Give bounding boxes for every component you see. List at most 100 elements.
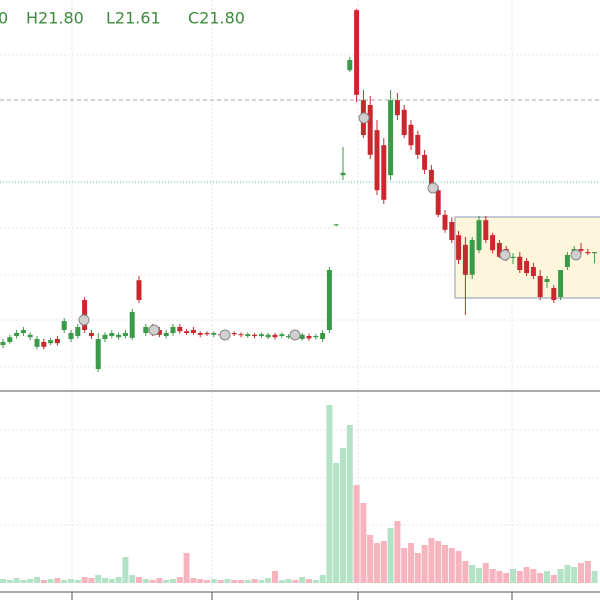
volume-bar: [238, 580, 244, 583]
candle-body: [299, 334, 305, 339]
event-marker[interactable]: [427, 182, 439, 194]
volume-bar: [149, 580, 156, 583]
volume-bar: [428, 538, 435, 583]
volume-bar: [20, 580, 27, 583]
candle-body: [367, 105, 373, 155]
volume-bar: [401, 548, 408, 583]
candle-body: [109, 333, 115, 336]
volume-bar: [258, 580, 265, 583]
candle-body: [408, 124, 414, 146]
candle-body: [333, 224, 339, 226]
candle-body: [592, 252, 598, 254]
volume-bar: [306, 579, 312, 583]
candle-body: [490, 235, 496, 251]
volume-bar: [102, 578, 108, 583]
volume-bar: [108, 579, 115, 583]
volume-bar: [448, 548, 455, 583]
candle-body: [245, 334, 251, 336]
candle-body: [578, 249, 584, 251]
candle-body: [14, 333, 20, 336]
candle-body: [48, 340, 54, 344]
candle-body: [61, 321, 67, 330]
candle-body: [136, 280, 142, 300]
volume-bar: [462, 561, 469, 583]
volume-bar: [170, 579, 176, 583]
volume-bar: [81, 577, 88, 583]
candle-body: [381, 145, 387, 200]
volume-bar: [442, 545, 448, 583]
volume-bar: [510, 569, 516, 583]
volume-bar: [292, 580, 299, 583]
candle-body: [483, 220, 489, 240]
volume-bar: [40, 580, 47, 583]
volume-bar: [224, 579, 231, 583]
volume-bar: [550, 575, 557, 583]
candle-body: [415, 135, 421, 155]
volume-bar: [544, 571, 550, 583]
candle-body: [20, 330, 26, 333]
volume-bar: [210, 579, 217, 583]
event-markers[interactable]: [78, 112, 582, 341]
candle-body: [231, 333, 237, 335]
candle-body: [585, 252, 591, 254]
volume-bar: [387, 528, 394, 583]
volume-bar: [190, 578, 197, 583]
event-marker[interactable]: [148, 324, 160, 336]
candle-body: [558, 270, 564, 297]
candle-body: [524, 261, 530, 273]
candle-body: [197, 333, 203, 335]
event-marker[interactable]: [358, 112, 370, 124]
candle-body: [428, 169, 434, 191]
candle-body: [340, 172, 346, 176]
price-pane: [0, 9, 598, 372]
candle-body: [88, 333, 94, 336]
volume-bar: [516, 571, 523, 583]
candle-body: [313, 336, 319, 338]
candle-body: [469, 240, 475, 275]
candle-body: [435, 190, 441, 215]
volume-bar: [333, 463, 340, 583]
candle-body: [211, 333, 217, 335]
volume-bar: [326, 405, 333, 583]
candle-body: [510, 256, 516, 258]
volume-bar: [88, 578, 95, 583]
volume-bar: [176, 577, 183, 583]
volume-bar: [455, 551, 462, 583]
ohlc-open: 0: [0, 9, 8, 28]
event-marker[interactable]: [219, 329, 231, 341]
volume-bar: [482, 563, 489, 583]
candle-body: [320, 333, 326, 339]
ohlc-close: C21.80: [188, 9, 245, 28]
candle-body: [449, 222, 455, 240]
event-marker[interactable]: [78, 314, 90, 326]
event-marker[interactable]: [570, 249, 582, 261]
candle-body: [129, 312, 135, 338]
volume-bar: [353, 485, 360, 583]
candle-body: [564, 255, 570, 267]
volume-bar: [217, 580, 224, 583]
volume-bar: [34, 577, 40, 583]
volume-bar: [421, 545, 428, 583]
volume-bar: [591, 571, 598, 583]
candle-body: [462, 244, 468, 275]
volume-bar: [54, 578, 61, 583]
volume-bar: [489, 569, 496, 583]
candle-body: [34, 339, 40, 347]
ohlc-low: L21.61: [106, 9, 161, 28]
candle-body: [347, 60, 353, 71]
volume-bar: [183, 553, 190, 583]
candle-body: [252, 334, 258, 336]
candle-body: [279, 334, 285, 336]
volume-bar: [408, 543, 414, 583]
candle-body: [354, 10, 360, 95]
candle-body: [27, 334, 33, 338]
volume-bar: [414, 553, 421, 583]
event-marker[interactable]: [499, 249, 511, 261]
candle-body: [537, 276, 543, 297]
event-marker[interactable]: [289, 329, 301, 341]
volume-bar: [231, 580, 238, 583]
volume-bar: [122, 557, 129, 583]
volume-bar: [95, 575, 102, 583]
candle-body: [116, 334, 122, 338]
volume-bar: [68, 579, 74, 583]
